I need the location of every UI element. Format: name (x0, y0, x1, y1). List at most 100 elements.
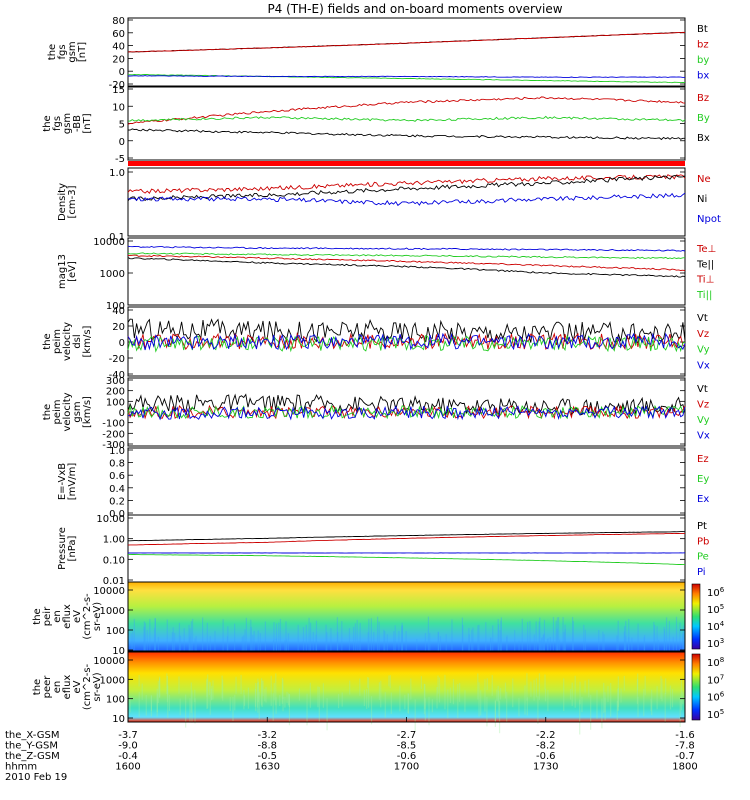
y-axis-label: [mV/m] (67, 463, 78, 501)
spectrogram-streak (637, 696, 639, 717)
spectrogram-streak (544, 688, 547, 702)
spectrogram-streak (190, 682, 192, 713)
y-tick-label: -40 (109, 370, 125, 381)
spectrogram-streak (145, 694, 147, 716)
y-tick-label: 100 (106, 695, 125, 706)
panel-peir_spec: 106 105 104 103 10000 1000 100 10 the peir en eflux… (32, 581, 725, 657)
spectrogram-streak (227, 626, 229, 651)
legend-Bt: Bt (697, 24, 708, 35)
spectrogram-streak (166, 676, 169, 702)
spectrogram-streak (420, 676, 422, 690)
spectrogram-streak (183, 628, 185, 651)
series-line-Ti|| (127, 252, 686, 260)
spectrogram-streak (437, 675, 439, 694)
spectrogram-streak (484, 679, 486, 712)
spectrogram-streak (157, 680, 159, 704)
legend-Pt: Pt (697, 521, 707, 532)
spectrogram-streak (240, 674, 242, 695)
spectrogram-streak (524, 685, 526, 715)
legend-Vz: Vz (697, 400, 709, 411)
spectrogram-streak (261, 680, 263, 708)
spectrogram-streak (424, 683, 426, 709)
y-axis-label: eflux (62, 604, 73, 629)
spectrogram-streak (398, 631, 400, 651)
spectrogram-streak (221, 675, 223, 699)
series-line-Vx (127, 332, 686, 351)
spectrogram-streak (499, 687, 502, 700)
y-axis-label: en (52, 681, 63, 694)
legend-Vy: Vy (697, 415, 710, 426)
y-tick-label: 0 (119, 338, 125, 349)
spectrogram-streak (281, 677, 284, 704)
spectrogram-streak (661, 678, 663, 702)
spectrogram-streak (278, 622, 280, 651)
spectrogram-streak (616, 635, 618, 651)
x-row-label: the_Z-GSM (5, 751, 60, 762)
panel-temperature: 10000 1000 100 mag13 [eV] Te⊥ Te|| Ti⊥ Ti|| (57, 237, 716, 312)
y-axis-label: velocity (62, 392, 73, 431)
spectrogram-streak (672, 636, 674, 651)
spectrogram-streak (226, 636, 228, 651)
y-axis-label: -BB (72, 115, 83, 132)
spectrogram-streak (494, 700, 497, 722)
colorbar-label: 106 (707, 691, 725, 704)
spectrogram-streak (253, 630, 255, 651)
spectrogram-streak (462, 624, 464, 651)
colorbar-label: 104 (707, 620, 725, 633)
spectrogram-streak (138, 691, 140, 717)
y-tick-label: 0.0 (109, 509, 125, 520)
spectrogram-streak (244, 629, 246, 651)
spectrogram-streak (539, 617, 541, 651)
panel-pressure: 10.00 1.00 0.10 0.01 Pressure [nPa] Pt Pb Pe Pi (57, 514, 709, 587)
spectrogram-streak (270, 675, 272, 706)
spectrogram-streak (497, 619, 499, 651)
spectrogram-streak (309, 682, 311, 708)
spectrogram-streak (279, 618, 282, 651)
spectrogram-streak (636, 679, 639, 704)
y-axis-label: [nPa] (67, 535, 78, 561)
y-axis-label: [cm-3] (67, 185, 78, 218)
spectrogram-streak (682, 691, 684, 705)
spectrogram-streak (255, 683, 257, 712)
spectrogram-streak (222, 679, 224, 701)
spectrogram-streak (444, 674, 446, 710)
spectrogram-streak (547, 638, 549, 651)
x-tick-label: -3.2 (257, 730, 277, 741)
panel-fgs_dsl: 15 10 5 0 -5 the fgs gsm -BB [nT] Bz By Bx (42, 85, 710, 166)
spectrogram-streak (439, 636, 442, 651)
spectrogram-streak (376, 616, 379, 651)
spectrogram-streak (637, 673, 639, 691)
y-axis-label: [eV] (67, 261, 78, 282)
spectrogram-streak (171, 632, 174, 651)
x-tick-label: -8.5 (397, 741, 417, 752)
spectrogram-streak (664, 692, 666, 723)
spectrogram-streak (190, 621, 192, 651)
spectrogram-streak (602, 631, 604, 651)
spectrogram-streak (383, 629, 385, 651)
legend-Ti⊥: Ti⊥ (696, 275, 714, 286)
spectrogram-streak (604, 692, 606, 713)
x-tick-label: -2.7 (397, 730, 417, 741)
spectrogram-streak (399, 685, 401, 712)
legend-Ni: Ni (697, 194, 707, 205)
spectrogram-streak (138, 674, 140, 687)
spectrogram-streak (401, 626, 403, 651)
x-tick-label: -0.6 (536, 751, 556, 762)
spectrogram-streak (650, 698, 652, 712)
spectrogram-streak (664, 629, 666, 651)
spectrogram-streak (574, 675, 576, 708)
spectrogram-streak (429, 632, 431, 651)
y-tick-label: 80 (112, 16, 125, 27)
series-line-Te|| (127, 257, 686, 278)
y-tick-label: -5 (115, 154, 125, 165)
series-line-Vt (127, 318, 686, 345)
legend-Vt: Vt (697, 313, 708, 324)
y-tick-label: 1000 (100, 606, 125, 617)
spectrogram-streak (416, 639, 418, 651)
data-gap-bar (128, 161, 685, 166)
spectrogram-streak (212, 680, 214, 700)
spectrogram-streak (643, 689, 645, 717)
legend-Bx: Bx (697, 133, 710, 144)
spectrogram-streak (656, 686, 658, 710)
